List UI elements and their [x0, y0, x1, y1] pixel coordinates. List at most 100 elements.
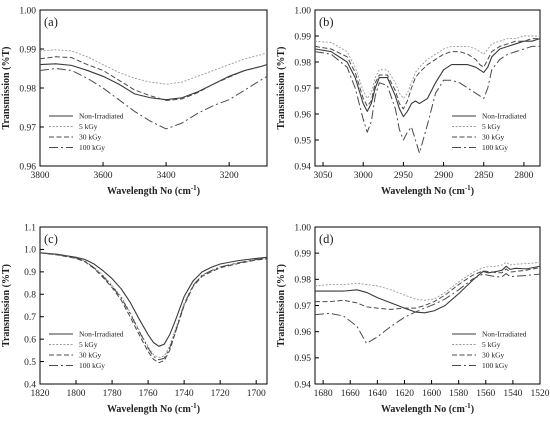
legend-entry: 5 kGy — [482, 122, 501, 131]
x-tick-label: 2900 — [434, 171, 453, 181]
series-line-100-kgy — [40, 252, 267, 361]
x-tick-label: 1580 — [449, 389, 468, 399]
x-tick-label: 2950 — [394, 171, 413, 181]
x-tick-label: 1640 — [368, 389, 387, 399]
legend-entry: 30 kGy — [79, 133, 102, 142]
legend-entry: 5 kGy — [79, 340, 98, 349]
panel-label: (a) — [44, 15, 58, 29]
legend-entry: 100 kGy — [79, 361, 105, 370]
y-tick-label: 1.1 — [24, 223, 36, 233]
plot-frame — [39, 9, 268, 167]
y-tick-label: 0.96 — [294, 328, 311, 338]
series-line-30-kgy — [315, 38, 540, 110]
panel-label: (b) — [319, 15, 334, 29]
y-tick-label: 0.97 — [294, 302, 311, 312]
y-tick-label: 1.00 — [19, 6, 36, 16]
y-tick-label: 0.95 — [294, 136, 311, 146]
chart-panel-b: 0.94 0.95 0.96 0.97 0.98 0.99 1.00 3050 3000 2950… — [276, 6, 541, 197]
y-tick-label: 0.99 — [19, 45, 36, 55]
x-tick-label: 3000 — [354, 171, 373, 181]
series-line-non-irradiated — [40, 252, 267, 347]
series-line-non-irradiated — [315, 38, 540, 118]
y-tick-label: 0.95 — [294, 354, 311, 364]
chart-panel-d: 0.94 0.95 0.96 0.97 0.98 0.99 1.00 1680 1660 1640… — [276, 223, 550, 415]
chart-panel-a: 0.96 0.97 0.98 0.99 1.00 3800 3600 3400 3200 (a) T… — [1, 6, 268, 197]
legend-entry: 100 kGy — [482, 143, 508, 152]
plot-frame — [39, 226, 268, 385]
x-tick-label: 2850 — [474, 171, 493, 181]
y-tick-label: 0.98 — [294, 276, 311, 286]
x-tick-label: 1520 — [531, 389, 550, 399]
x-tick-label: 3400 — [157, 171, 176, 181]
series-line-30-kgy — [40, 56, 267, 101]
x-axis-label: Wavelength No (cm-1) — [107, 184, 200, 197]
y-tick-label: 0.97 — [294, 84, 311, 94]
x-tick-label: 1660 — [341, 389, 360, 399]
y-tick-label: 0.94 — [294, 162, 311, 172]
y-tick-label: 0.98 — [19, 84, 36, 94]
y-tick-label: 0.96 — [19, 162, 36, 172]
legend-entry: 100 kGy — [482, 361, 508, 370]
y-tick-label: 0.6 — [24, 335, 36, 345]
series-line-non-irradiated — [40, 63, 267, 101]
y-tick-label: 0.4 — [24, 380, 36, 390]
y-tick-label: 0.97 — [19, 123, 36, 133]
series-line-30-kgy — [315, 267, 540, 310]
x-tick-label: 1760 — [139, 389, 158, 399]
series-line-30-kgy — [40, 252, 267, 364]
legend-entry: Non-Irradiated — [482, 112, 527, 121]
y-tick-label: 0.9 — [24, 268, 36, 278]
series-line-5-kgy — [315, 35, 540, 99]
panel-label: (c) — [44, 232, 58, 246]
legend-entry: 5 kGy — [482, 340, 501, 349]
series-line-non-irradiated — [315, 265, 540, 314]
x-tick-label: 1740 — [175, 389, 194, 399]
legend-entry: Non-Irradiated — [79, 112, 124, 121]
x-tick-label: 1820 — [31, 389, 50, 399]
legend-entry: Non-Irradiated — [79, 330, 124, 339]
y-axis-label: Transmission (%T) — [276, 47, 287, 130]
y-tick-label: 0.7 — [24, 313, 36, 323]
x-tick-label: 1680 — [314, 389, 333, 399]
y-tick-label: 1.00 — [294, 223, 311, 233]
legend-entry: Non-Irradiated — [482, 330, 527, 339]
series-line-5-kgy — [315, 261, 540, 301]
y-tick-label: 0.8 — [24, 291, 36, 301]
y-tick-label: 0.98 — [294, 58, 311, 68]
y-tick-label: 0.96 — [294, 110, 311, 120]
y-tick-label: 0.99 — [294, 32, 311, 42]
x-tick-label: 1560 — [476, 389, 495, 399]
panel-label: (d) — [319, 232, 334, 246]
x-tick-label: 1780 — [103, 389, 122, 399]
series-line-100-kgy — [315, 273, 540, 344]
y-axis-label: Transmission (%T) — [1, 47, 12, 130]
series-line-100-kgy — [315, 45, 540, 154]
y-tick-label: 1.0 — [24, 246, 36, 256]
x-tick-label: 1720 — [211, 389, 230, 399]
chart-panel-c: 0.4 0.5 0.6 0.7 0.8 0.9 1.0 1.1 1820 1800 1780 1760… — [1, 223, 268, 415]
legend-entry: 30 kGy — [79, 351, 102, 360]
legend-entry: 5 kGy — [79, 122, 98, 131]
x-tick-label: 3800 — [31, 171, 50, 181]
x-tick-label: 1600 — [422, 389, 441, 399]
x-tick-label: 3050 — [314, 171, 333, 181]
y-tick-label: 0.94 — [294, 380, 311, 390]
legend-entry: 30 kGy — [482, 351, 505, 360]
x-tick-label: 1620 — [395, 389, 414, 399]
y-tick-label: 1.00 — [294, 6, 311, 16]
legend-entry: 30 kGy — [482, 133, 505, 142]
x-axis-label: Wavelength No (cm-1) — [381, 184, 474, 197]
series-line-5-kgy — [40, 49, 267, 85]
series-line-100-kgy — [40, 68, 267, 130]
y-tick-label: 0.5 — [24, 358, 36, 368]
y-tick-label: 0.99 — [294, 249, 311, 259]
x-tick-label: 1800 — [67, 389, 86, 399]
x-axis-label: Wavelength No (cm-1) — [381, 402, 474, 415]
x-axis-label: Wavelength No (cm-1) — [107, 402, 200, 415]
x-tick-label: 2800 — [514, 171, 533, 181]
